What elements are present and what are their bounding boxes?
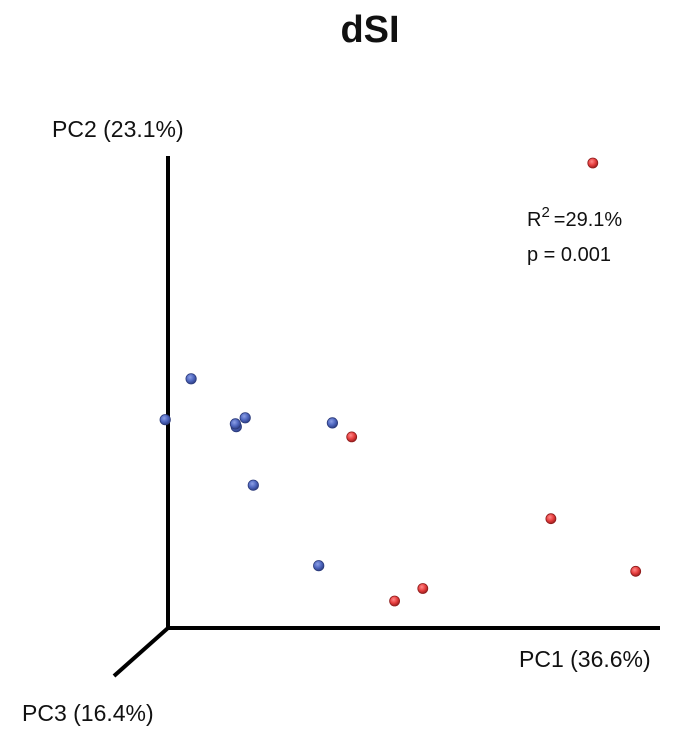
data-point-series-2-4 bbox=[630, 565, 642, 577]
data-point-series-1-5 bbox=[229, 418, 241, 430]
chart-title: dSI bbox=[340, 9, 399, 51]
stats-annotation: R2 =29.1% p = 0.001 bbox=[527, 204, 622, 266]
data-point-series-1-2 bbox=[185, 373, 197, 385]
data-point-series-2-5 bbox=[417, 583, 429, 594]
z-axis-line bbox=[112, 626, 170, 678]
r-squared-prefix: R bbox=[527, 209, 541, 231]
data-point-series-2-1 bbox=[587, 157, 599, 169]
data-points bbox=[159, 157, 642, 607]
data-point-series-2-2 bbox=[346, 431, 358, 443]
y-axis-label: PC2 (23.1%) bbox=[52, 116, 184, 142]
r-squared-superscript: 2 bbox=[541, 204, 549, 221]
data-point-series-1-4 bbox=[239, 412, 251, 424]
data-point-series-1-8 bbox=[313, 560, 325, 572]
r-squared-value: =29.1% bbox=[554, 209, 623, 231]
data-point-series-2-3 bbox=[545, 513, 557, 525]
data-point-series-2-6 bbox=[389, 595, 401, 607]
r-squared-label: R2 =29.1% bbox=[527, 204, 622, 231]
data-point-series-1-1 bbox=[159, 414, 171, 426]
data-point-series-1-6 bbox=[247, 479, 259, 491]
data-point-series-1-7 bbox=[326, 417, 338, 429]
z-axis-label: PC3 (16.4%) bbox=[22, 700, 154, 726]
x-axis-label: PC1 (36.6%) bbox=[519, 646, 651, 672]
p-value-label: p = 0.001 bbox=[527, 244, 611, 266]
